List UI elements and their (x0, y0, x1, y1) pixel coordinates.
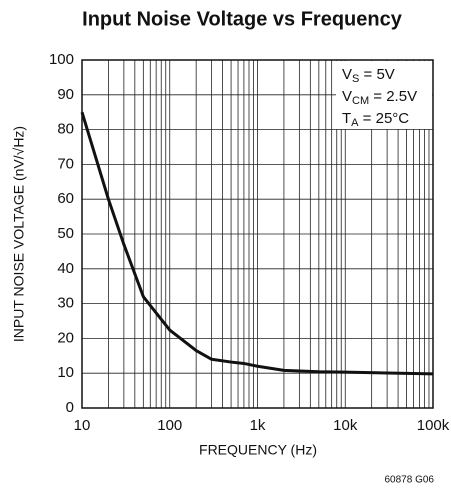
y-tick-label: 50 (57, 225, 74, 242)
y-tick-label: 20 (57, 329, 74, 346)
annotation-box (336, 61, 432, 129)
x-tick-label: 100k (417, 417, 450, 434)
annotation-sub: CM (352, 95, 369, 107)
plot-frame (81, 59, 434, 409)
line (80, 111, 434, 376)
y-tick-label: 0 (66, 399, 74, 416)
annotation-sub: S (352, 73, 359, 85)
annotation-main: T (342, 110, 351, 127)
annotation-main: V (342, 88, 352, 105)
annotation-rest: = 25°C (359, 110, 410, 127)
x-tick-label: 100 (157, 417, 182, 434)
annotation-rest: = 5V (359, 66, 394, 83)
annotation-sub: A (351, 117, 359, 129)
x-axis-label: FREQUENCY (Hz) (199, 442, 317, 458)
x-tick-label: 10k (333, 417, 358, 434)
chart-title: Input Noise Voltage vs Frequency (82, 8, 403, 30)
y-axis-label: INPUT NOISE VOLTAGE (nV/√Hz) (11, 126, 27, 342)
annotation: VCM = 2.5V (342, 88, 417, 107)
annotation: VS = 5V (342, 66, 395, 85)
y-tick-label: 80 (57, 121, 74, 138)
x-tick-label: 10 (74, 417, 91, 434)
annotation-main: V (342, 66, 352, 83)
annotation-rest: = 2.5V (369, 88, 417, 105)
footnote: 60878 G06 (385, 475, 435, 486)
y-tick-label: 40 (57, 260, 74, 277)
y-tick-label: 30 (57, 295, 74, 312)
y-tick-label: 10 (57, 364, 74, 381)
annotation: TA = 25°C (342, 110, 409, 129)
y-tick-label: 70 (57, 155, 74, 172)
x-tick-label: 1k (250, 417, 266, 434)
y-tick-label: 100 (49, 51, 74, 68)
y-tick-label: 90 (57, 86, 74, 103)
y-tick-label: 60 (57, 190, 74, 207)
